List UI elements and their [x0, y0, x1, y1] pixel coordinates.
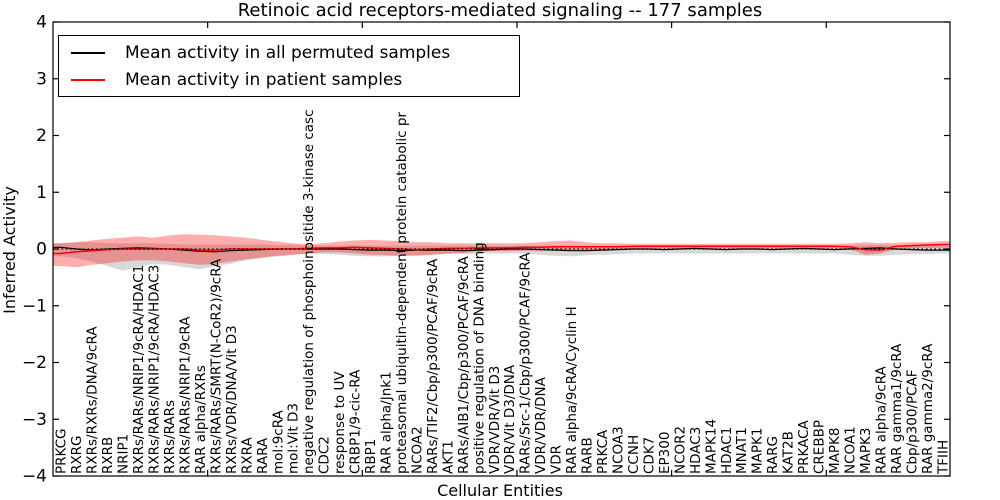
- y-tick-label: 2: [36, 126, 47, 146]
- x-tick-label: MAPK3: [858, 428, 874, 474]
- legend-line-sample-permuted: [71, 51, 105, 54]
- y-tick-label: −2: [22, 353, 47, 373]
- x-tick-label: CRBP1/9-cic-RA: [348, 369, 364, 474]
- x-tick-label: VDR/Vit D3/DNA: [502, 364, 518, 474]
- x-tick-label: CCNH: [626, 435, 642, 474]
- x-tick-label: NCOA2: [409, 426, 425, 474]
- x-tick-label: NRIP1: [116, 434, 132, 474]
- y-tick-label: 3: [36, 69, 47, 89]
- legend-item-permuted: Mean activity in all permuted samples: [71, 43, 509, 63]
- x-tick-label: RARs/TIF2/Cbp/p300/PCAF/9cRA: [425, 258, 441, 474]
- x-tick-label: RXRB: [100, 437, 116, 474]
- x-tick-label: mol:9cRA: [270, 409, 286, 474]
- x-tick-label: MAPK8: [827, 428, 843, 474]
- patient-mean-line: [53, 243, 950, 255]
- x-tick-label: NCOR2: [672, 426, 688, 474]
- x-tick-label: RAR alpha/Jnk1: [379, 371, 395, 474]
- x-tick-label: TFIIH: [935, 440, 951, 475]
- x-tick-label: RXRG: [69, 436, 85, 474]
- x-tick-label: RXRs/VDR/DNA/Vit D3: [224, 325, 240, 474]
- x-tick-label: PRKACA: [796, 419, 812, 474]
- x-tick-label: AKT1: [440, 440, 456, 474]
- x-tick-label: NCOA1: [843, 426, 859, 474]
- patient-band: [53, 234, 950, 268]
- x-tick-label: RARB: [580, 437, 596, 474]
- x-tick-label: proteasomal ubiquitin-dependent protein …: [394, 112, 410, 474]
- x-axis-label: Cellular Entities: [437, 481, 563, 500]
- x-tick-label: positive regulation of DNA binding: [471, 242, 487, 474]
- x-tick-label: NCOA3: [611, 426, 627, 474]
- x-tick-label: negative regulation of phosphoinositide …: [301, 110, 317, 475]
- x-tick-label: RARG: [765, 436, 781, 474]
- legend: Mean activity in all permuted samples Me…: [58, 35, 520, 97]
- x-tick-label: response to UV: [332, 371, 348, 474]
- x-tick-label: RAR alpha/9cRA: [873, 365, 889, 474]
- x-tick-label: RBP1: [363, 439, 379, 474]
- x-tick-label: MNAT1: [734, 427, 750, 474]
- legend-item-patient: Mean activity in patient samples: [71, 70, 509, 90]
- y-tick-label: −4: [22, 467, 47, 487]
- x-tick-label: RXRA: [239, 437, 255, 474]
- x-tick-label: MAPK1: [750, 428, 766, 474]
- x-tick-label: CDC2: [317, 436, 333, 474]
- x-tick-label: PRKCG: [54, 428, 70, 474]
- x-tick-label: HDAC1: [719, 427, 735, 474]
- x-tick-label: CDK7: [641, 437, 657, 474]
- x-tick-label: RXRs/RARs/SMRT(N-CoR2)/9cRA: [208, 258, 224, 474]
- y-tick-label: 0: [36, 240, 47, 260]
- legend-label-permuted: Mean activity in all permuted samples: [125, 42, 451, 63]
- x-tick-label: VDR: [549, 445, 565, 474]
- x-tick-label: RAR gamma1/9cRA: [889, 343, 905, 474]
- x-tick-label: mol:Vit D3: [286, 403, 302, 474]
- x-tick-label: RARs/Src-1/Cbp/p300/PCAF/9cRA: [518, 252, 534, 474]
- x-tick-label: VDR/VDR/DNA: [533, 376, 549, 474]
- y-tick-label: 1: [36, 183, 47, 203]
- y-tick-label: 4: [36, 13, 47, 33]
- x-tick-label: RXRs/RARs: [162, 400, 178, 474]
- x-tick-label: RXRs/RARs/NRIP1/9cRA/HDAC3: [147, 265, 163, 474]
- x-tick-label: EP300: [657, 432, 673, 474]
- x-tick-label: RAR alpha/RXRs: [193, 365, 209, 474]
- x-tick-label: RXRs/RXRs/DNA/9cRA: [85, 326, 101, 474]
- x-tick-label: Cbp/p300/PCAF: [904, 369, 920, 474]
- legend-label-patient: Mean activity in patient samples: [125, 69, 403, 90]
- x-tick-label: HDAC3: [688, 427, 704, 474]
- chart-title: Retinoic acid receptors-mediated signali…: [237, 0, 763, 21]
- x-tick-label: VDR/VDR/Vit D3: [487, 366, 503, 474]
- x-tick-label: MAPK14: [703, 419, 719, 474]
- x-tick-label: PRKCA: [595, 429, 611, 474]
- x-tick-label: KAT2B: [781, 431, 797, 474]
- x-tick-label: RARs/AIB1/Cbp/p300/PCAF/9cRA: [456, 255, 472, 474]
- x-tick-label: RAR alpha/9cRA/Cyclin H: [564, 306, 580, 474]
- legend-line-sample-patient: [71, 78, 105, 81]
- y-tick-label: −1: [22, 296, 47, 316]
- x-tick-label: RXRs/RARs/NRIP1/9cRA/HDAC1: [131, 265, 147, 474]
- x-tick-label: RAR gamma2/9cRA: [920, 343, 936, 474]
- x-tick-label: RXRs/RARs/NRIP1/9cRA: [178, 316, 194, 474]
- x-tick-label: RARA: [255, 437, 271, 474]
- y-tick-label: −3: [22, 410, 47, 430]
- x-tick-label: CREBBP: [812, 420, 828, 474]
